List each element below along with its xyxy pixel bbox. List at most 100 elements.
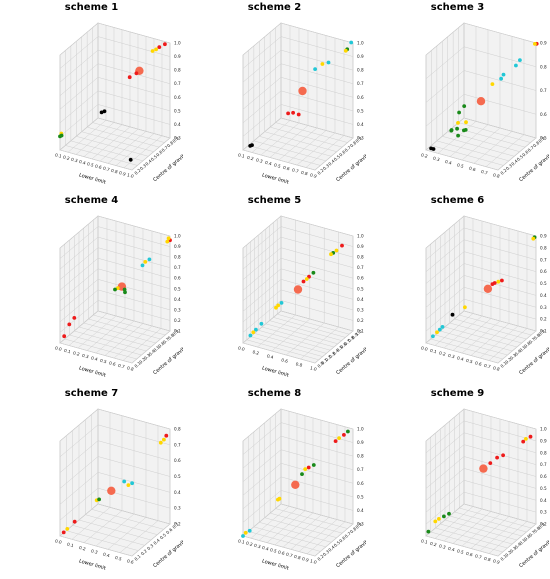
gridline-x-floor [250, 506, 290, 539]
z-tick-label: 0.9 [357, 244, 364, 249]
y-tick-label: 0.4 [148, 348, 157, 356]
chart-panel: 0.1 0.2 0.3 0.4 0.5 0.6 0.7 0.8 0.9 0.2 0.3 0.4 0.5 0… [183, 0, 366, 193]
z-tick-label: 0.8 [357, 255, 364, 260]
x-tick-label: 1.0 [310, 365, 318, 372]
gridline-x-floor [298, 519, 338, 552]
gridline-z-left [242, 490, 282, 523]
gridline-z-back [463, 239, 537, 260]
gridline-y-floor [275, 122, 348, 143]
gridline-z-left [242, 22, 282, 56]
z-tick-label: 0.5 [540, 486, 547, 491]
chart-title: scheme 7 [64, 388, 119, 399]
gridline-z-left [59, 258, 99, 291]
gridline-z-back [280, 104, 354, 125]
data-point [304, 277, 309, 281]
x-tick-label: 0.4 [265, 160, 273, 167]
data-point [291, 110, 295, 115]
gridline-y-floor [242, 342, 316, 364]
data-point [128, 157, 133, 162]
y-tick-label: 0.7 [161, 145, 170, 153]
gridline-y-floor [83, 322, 156, 344]
gridline-z-back [463, 70, 537, 91]
gridline-x-floor [296, 132, 336, 166]
y-tick-label: 0.6 [338, 535, 347, 543]
gridline-z-back [463, 263, 537, 284]
z-tick-label: 0.6 [357, 95, 364, 100]
x-axis-label: Lower limit [78, 172, 106, 185]
data-point [346, 429, 350, 434]
x-tick-label: 0.3 [256, 157, 264, 164]
gridline-x-floor [497, 137, 537, 171]
gridline-z-back [463, 444, 537, 465]
y-tick-label: 0.2 [324, 354, 333, 362]
z-tick-label: 0.2 [357, 318, 364, 323]
centroid-point [479, 464, 488, 473]
data-point [531, 236, 536, 241]
x-tick-label: 0.4 [445, 159, 453, 166]
data-point [134, 71, 139, 76]
centroid-point [291, 480, 300, 489]
gridline-z-left [242, 449, 282, 482]
z-tick-label: 0.4 [174, 490, 181, 495]
z-tick-label: 0.9 [540, 438, 547, 443]
x-tick-label: 0.6 [469, 166, 477, 173]
z-tick-label: 0.7 [357, 265, 364, 270]
y-tick-label: 1.0 [354, 328, 363, 336]
y-tick-label: 0.2 [140, 548, 149, 556]
gridline-y-floor [253, 526, 326, 548]
gridline-z-back [463, 310, 537, 332]
data-point [147, 257, 152, 262]
data-point [274, 305, 278, 310]
x-tick-label: 0.7 [481, 169, 489, 176]
z-tick-label: 1.0 [357, 234, 364, 239]
gridline-z-back [280, 279, 354, 300]
gridline-z-back [463, 503, 537, 525]
gridline-y-floor [264, 517, 337, 538]
gridline-z-left [425, 408, 465, 442]
gridline-y-floor [454, 511, 527, 533]
gridline-z-back [97, 257, 171, 279]
x-tick-label: 0.4 [262, 545, 270, 552]
gridline-y-floor [436, 140, 509, 162]
data-point [433, 519, 438, 524]
data-point [115, 286, 120, 290]
gridline-z-left [242, 77, 282, 110]
x-tick-label: 0.2 [439, 350, 447, 357]
gridline-y-floor [440, 523, 513, 545]
z-tick-label: 1.0 [174, 234, 181, 239]
gridline-z-back [463, 22, 537, 44]
x-tick-label: 0.2 [246, 540, 254, 547]
gridline-x-floor [287, 130, 327, 163]
y-tick-label: 0.5 [150, 154, 159, 162]
y-tick-label: 0.5 [333, 154, 342, 162]
y-tick-label: 0.9 [351, 332, 360, 340]
gridline-y-floor [459, 507, 532, 529]
data-point [499, 76, 503, 81]
data-point [514, 63, 518, 68]
x-tick-label: 0.2 [247, 155, 255, 162]
gridline-x-floor [314, 523, 354, 557]
gridline-y-floor [246, 339, 319, 361]
gridline-z-back [463, 117, 537, 139]
x-tick-label: 0.3 [82, 353, 90, 360]
scatter3d-svg: 0.0 0.1 0.2 0.3 0.4 0.5 0.6 0.7 0.8 0.10.20.30.40… [421, 215, 549, 376]
y-tick-label: 0.9 [354, 135, 363, 143]
gridline-z-left [425, 432, 465, 465]
gridline-z-back [463, 46, 537, 67]
gridline-x-floor [99, 128, 139, 162]
y-tick-label: 0.4 [152, 537, 161, 545]
scatter3d-svg: 0.20.30.40.50.60.70.8 0.20.30.40.50.60.70… [421, 22, 549, 183]
data-point [313, 67, 317, 71]
gridline-z-left [425, 298, 465, 332]
y-tick-label: 0.8 [347, 335, 356, 343]
x-tick-label: 0.8 [301, 170, 309, 177]
gridline-z-left [59, 104, 99, 137]
x-tick-label: 0.1 [430, 348, 438, 355]
x-tick-label: 0.5 [270, 547, 278, 554]
y-tick-label: 0.2 [499, 167, 508, 175]
y-tick-label: 0.6 [523, 533, 532, 541]
z-tick-label: 0.6 [357, 276, 364, 281]
gridline-z-back [97, 215, 171, 237]
gridline-z-left [59, 117, 99, 151]
data-point [163, 42, 167, 47]
